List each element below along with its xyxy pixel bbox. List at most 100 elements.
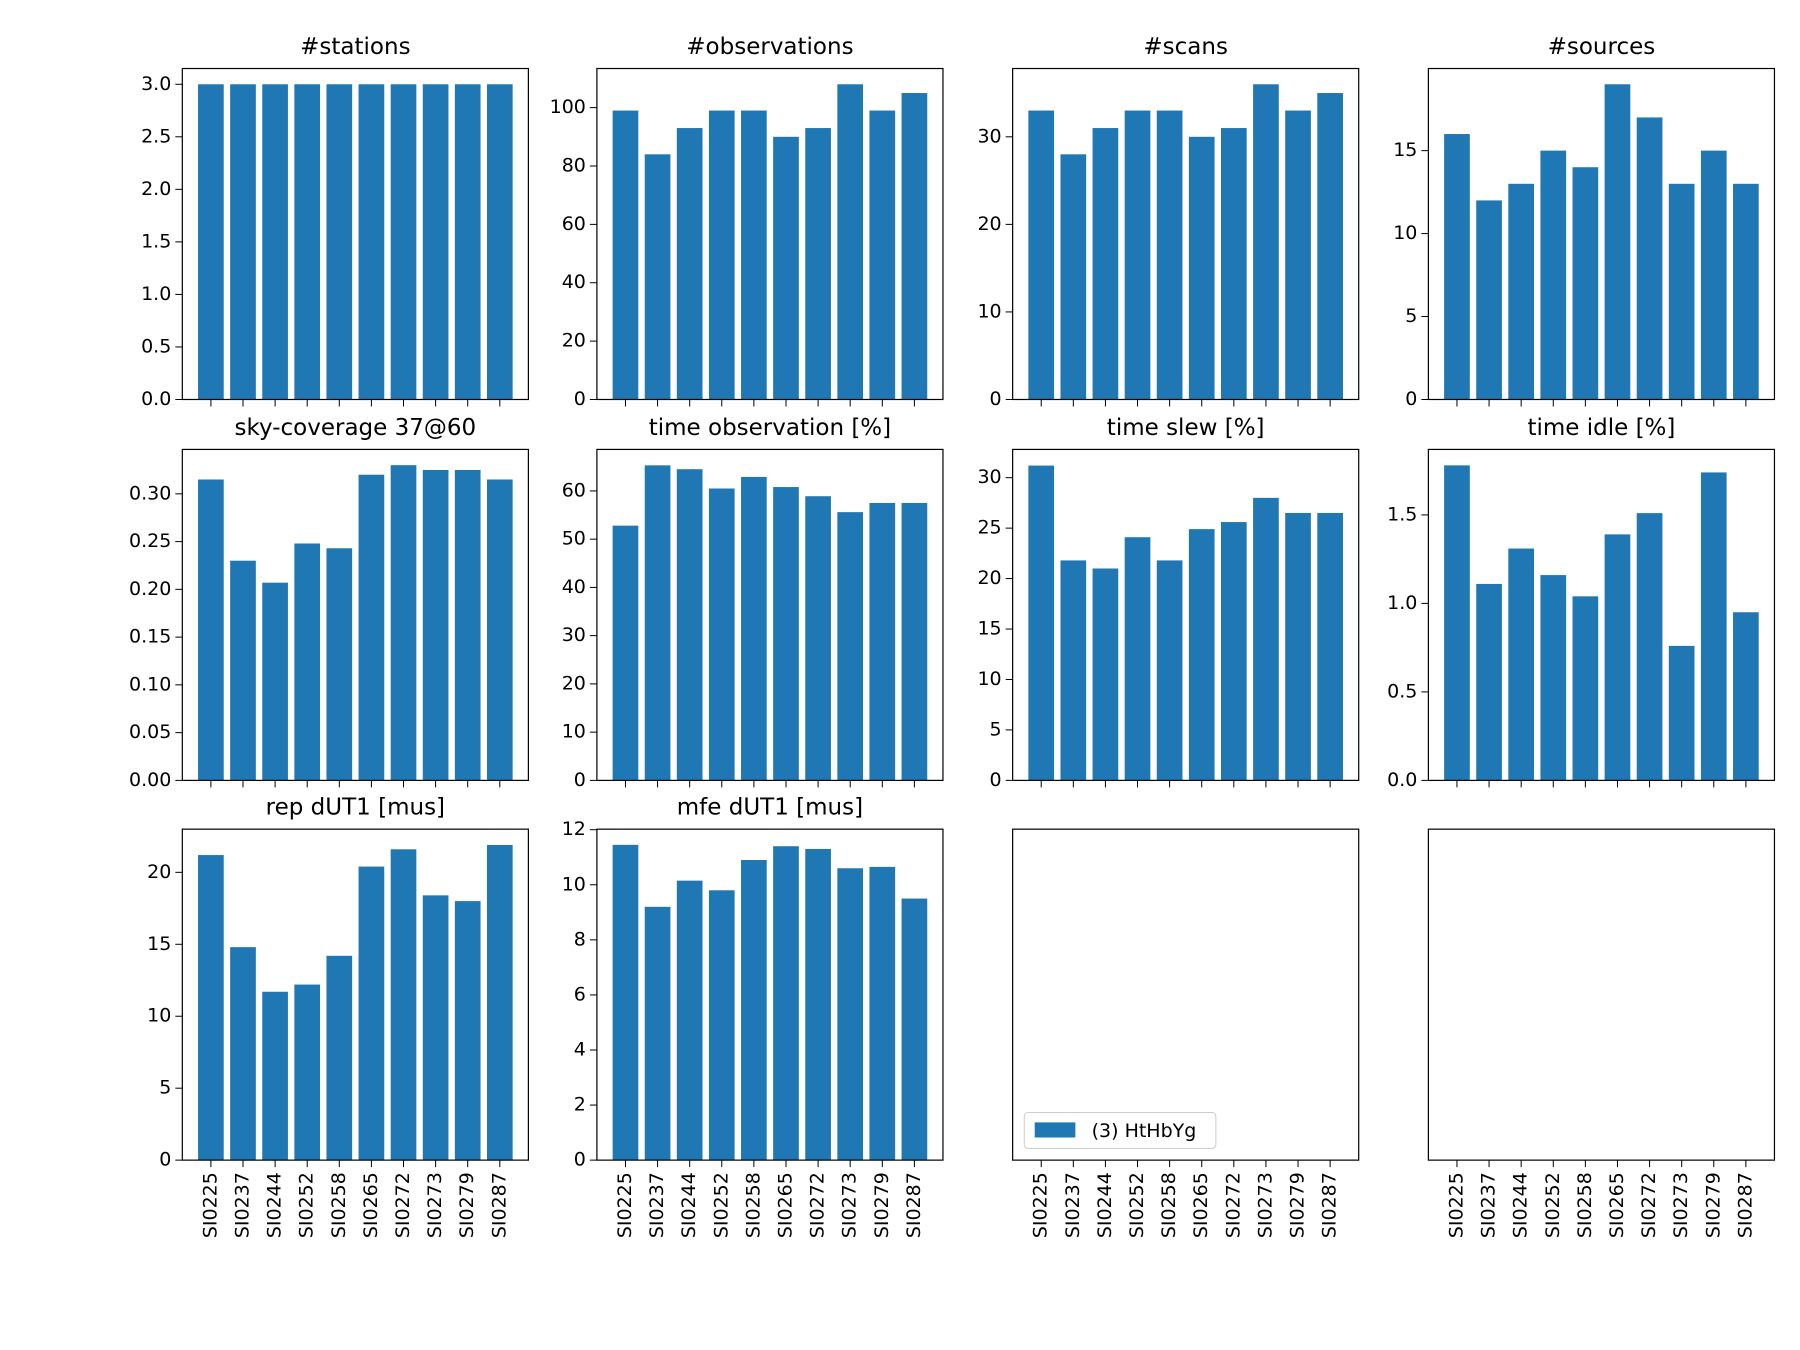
bar [901,898,928,1161]
y-tick-label: 0.0 [1387,769,1417,791]
y-tick-label: 0 [159,1149,171,1171]
y-tick-label: 10 [562,873,586,895]
y-tick-label: 30 [977,466,1001,488]
y-tick-label: 50 [562,528,586,550]
axes-frame [1012,448,1360,781]
bar [708,110,735,400]
bar [741,110,767,400]
bar [1476,583,1502,781]
y-tick-label: 2.5 [141,125,171,147]
y-tick-label: 30 [562,624,586,646]
bar [869,110,896,400]
y-tick-label: 60 [562,213,586,235]
y-tick-label: 2 [574,1094,586,1116]
x-tick-label: SI0244 [1510,1172,1532,1238]
bar [1317,93,1343,400]
legend-swatch [1034,1122,1076,1138]
x-tick-label: SI0252 [1126,1172,1148,1238]
x-tick-label: SI0265 [774,1172,796,1238]
bar [1028,465,1055,781]
bar [454,901,481,1161]
x-tick-label: SI0273 [1670,1172,1692,1238]
bar [1572,596,1599,781]
bar [1028,110,1055,400]
y-tick-label: 0 [990,388,1002,410]
x-tick-label: SI0237 [231,1172,253,1238]
axes-frame [1012,828,1360,1161]
bar [326,548,353,781]
y-tick-label: 60 [562,479,586,501]
bar [390,849,417,1161]
bar [741,476,767,781]
x-tick-label: SI0287 [1734,1172,1756,1238]
bar [837,84,864,400]
y-tick-label: 1.5 [141,230,171,252]
bar [1604,84,1631,400]
bar [1220,522,1247,781]
y-tick-label: 1.0 [1387,592,1417,614]
y-tick-label: 15 [977,618,1001,640]
bar [358,474,385,781]
bar [676,469,703,781]
bar [773,136,799,400]
bar [486,479,513,781]
y-tick-label: 0.30 [129,482,171,504]
bar [198,479,224,781]
y-tick-label: 1.5 [1387,503,1417,525]
bar [805,848,831,1161]
bar [262,582,288,781]
x-tick-label: SI0225 [199,1172,221,1238]
y-tick-label: 0 [574,388,586,410]
chart-title: #scans [1143,34,1228,60]
chart-title: #sources [1548,34,1656,60]
y-tick-label: 8 [574,928,586,950]
bar [1700,150,1727,400]
bar [1092,568,1119,781]
bar [901,502,928,781]
axes-frame [181,448,529,781]
x-tick-label: SI0258 [1574,1172,1596,1238]
y-tick-label: 4 [574,1038,586,1060]
x-tick-label: SI0273 [1254,1172,1276,1238]
axes-frame [596,67,944,401]
bar [901,93,928,400]
y-tick-label: 0.20 [129,578,171,600]
x-tick-label: SI0225 [614,1172,636,1238]
y-tick-label: 40 [562,271,586,293]
x-tick-label: SI0258 [1158,1172,1180,1238]
bar [1253,84,1279,400]
bar [1220,128,1247,400]
y-tick-label: 10 [562,721,586,743]
bar [1508,183,1535,400]
bar [1733,183,1759,400]
bar [1636,513,1663,781]
bar [708,890,735,1161]
y-tick-label: 0.00 [129,769,171,791]
bar [644,906,671,1161]
bar [390,465,417,781]
x-tick-label: SI0272 [807,1172,829,1238]
x-tick-label: SI0279 [1287,1172,1309,1238]
chart-title: rep dUT1 [mus] [266,795,445,821]
legend-box [1023,1112,1217,1150]
x-tick-label: SI0258 [742,1172,764,1238]
bar [262,991,288,1161]
bar [294,543,321,781]
bar [454,84,481,400]
bar [294,984,321,1161]
x-tick-label: SI0225 [1445,1172,1467,1238]
x-tick-label: SI0272 [392,1172,414,1238]
y-tick-label: 0 [574,1149,586,1171]
bar [644,154,671,400]
y-tick-label: 25 [977,517,1001,539]
bar [1188,136,1215,400]
x-tick-label: SI0273 [839,1172,861,1238]
bar [422,469,449,781]
x-tick-label: SI0272 [1222,1172,1244,1238]
y-tick-label: 10 [1393,222,1417,244]
x-tick-label: SI0287 [903,1172,925,1238]
bar [1188,529,1215,781]
bar [230,560,256,781]
bar [1668,183,1695,400]
